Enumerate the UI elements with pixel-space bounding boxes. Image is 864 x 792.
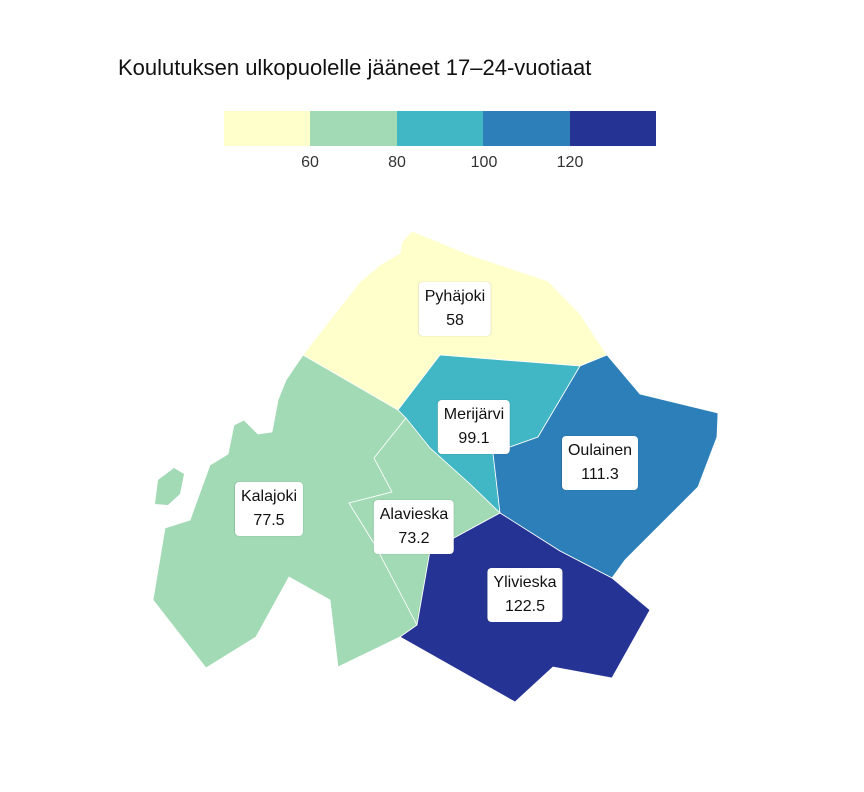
island-kalajoki [155,468,184,505]
region-value: 122.5 [504,598,546,615]
region-name: Kalajoki [240,488,298,505]
legend-tick: 60 [301,154,319,171]
region-name: Oulainen [567,442,633,459]
legend-tick: 120 [556,154,584,171]
region-label-ylivieska: Ylivieska 122.5 [487,568,563,622]
legend-tick: 100 [470,154,498,171]
region-name: Ylivieska [493,574,557,591]
region-label-alavieska: Alavieska 73.2 [373,500,455,554]
region-name: Pyhäjoki [424,288,486,305]
legend-tick: 80 [388,154,406,171]
region-value: 99.1 [458,430,490,447]
legend-swatch-1 [224,111,311,146]
legend-swatch-2 [310,111,397,146]
region-name: Alavieska [379,506,449,523]
region-name: Merijärvi [443,406,505,423]
region-value: 58 [446,312,464,329]
map-title: Koulutuksen ulkopuolelle jääneet 17–24-v… [118,55,592,80]
region-value: 111.3 [581,466,619,483]
color-legend [224,111,657,146]
region-label-merijarvi: Merijärvi 99.1 [437,400,511,454]
legend-swatch-4 [483,111,570,146]
region-value: 73.2 [398,530,430,547]
legend-swatch-5 [569,111,657,146]
region-value: 77.5 [253,512,285,529]
region-label-kalajoki: Kalajoki 77.5 [234,482,304,536]
region-label-pyhajoki: Pyhäjoki 58 [418,282,492,336]
region-label-oulainen: Oulainen 111.3 [561,436,639,490]
legend-swatch-3 [396,111,484,146]
